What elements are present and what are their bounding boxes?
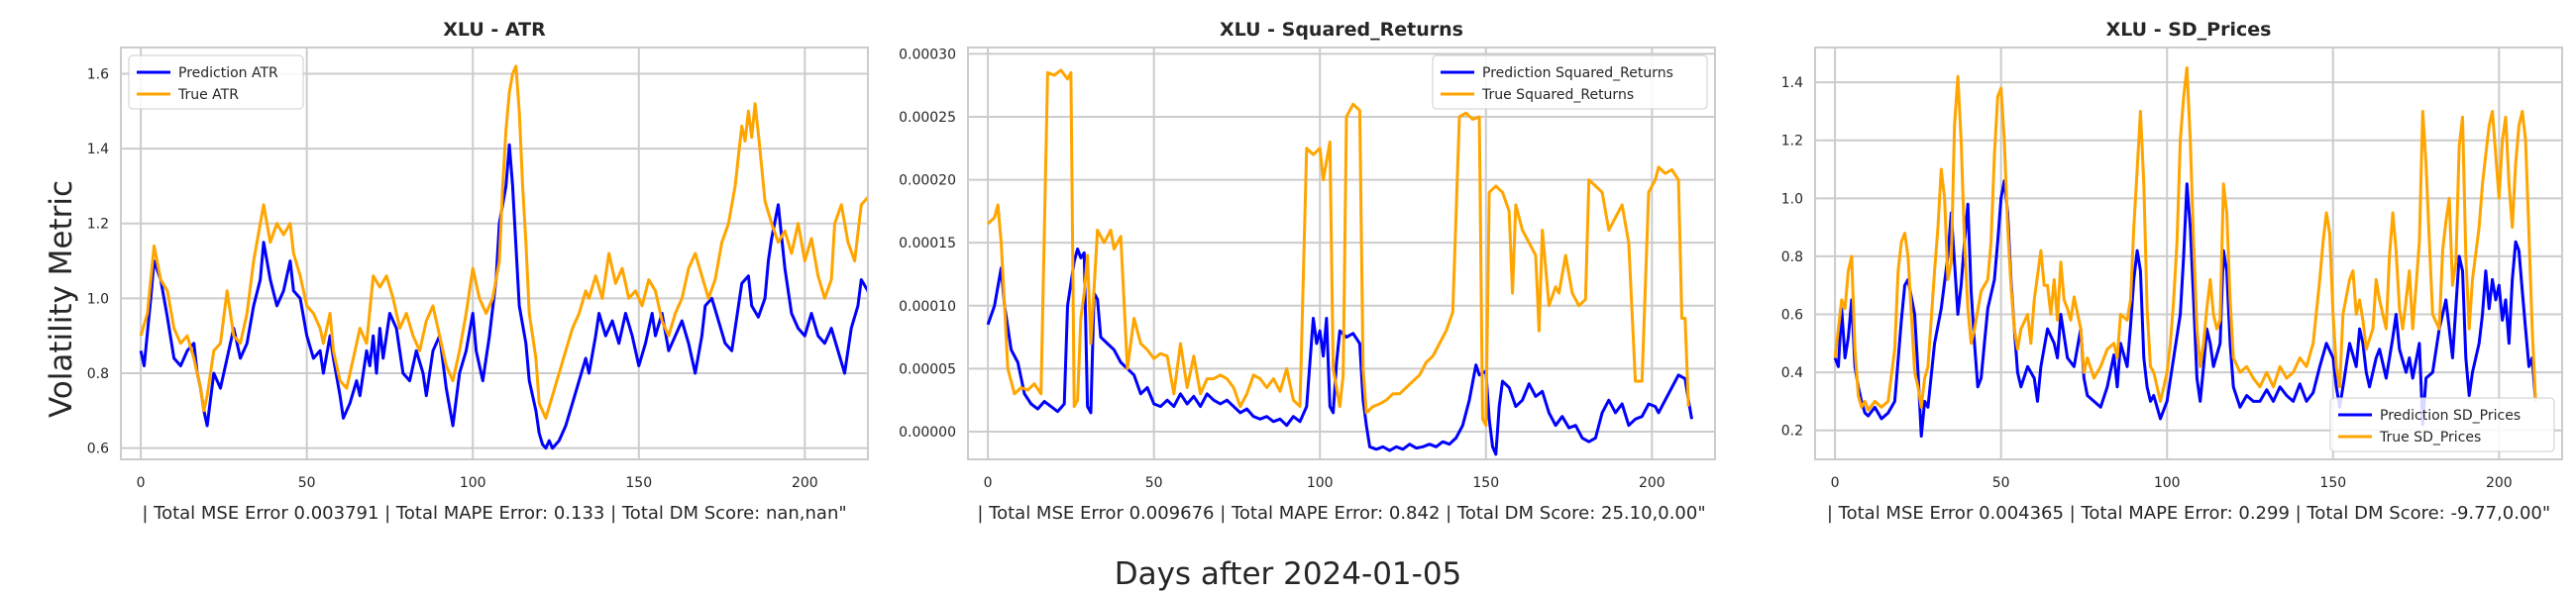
squared-returns-ytick-label: 0.00025 [899, 110, 956, 126]
atr-plot-area [121, 48, 868, 459]
atr-ytick-label: 1.6 [87, 66, 109, 82]
sd-prices-legend-box [2329, 397, 2555, 452]
figure-ylabel: Volatility Metric [44, 180, 79, 418]
atr-xtick-label: 150 [625, 475, 652, 491]
squared-returns-ytick-label: 0.00020 [899, 173, 956, 189]
squared-returns-xtick-label: 50 [1145, 475, 1163, 491]
atr-error-summary: | Total MSE Error 0.003791 | Total MAPE … [142, 503, 846, 524]
squared-returns-legend: Prediction Squared_Returns True Squared_R… [1432, 54, 1708, 110]
atr-ytick-label: 1.2 [87, 217, 109, 233]
sd-prices-series-group [1833, 66, 2537, 439]
atr-true-line [139, 64, 868, 420]
sd-prices-legend-label: Prediction SD_Prices [2380, 408, 2521, 424]
atr-xtick-label: 100 [460, 475, 486, 491]
squared-returns-frame [967, 47, 1716, 460]
atr-ytick-label: 0.6 [87, 442, 109, 457]
atr-ytick-label: 1.0 [87, 291, 109, 307]
sd-prices-frame [1814, 47, 2563, 460]
panel-atr: 0.6 0.8 1.0 1.2 1.4 1.6 0 50 100 150 200 XLU - ATR |… [87, 19, 869, 524]
squared-returns-xtick-label: 100 [1307, 475, 1334, 491]
atr-xtick-label: 0 [137, 475, 146, 491]
atr-xtick-label: 50 [298, 475, 316, 491]
panel-sd-prices: 0.2 0.4 0.6 0.8 1.0 1.2 1.4 0 50 100 150 200 XLU - S… [1781, 19, 2563, 524]
sd-prices-legend-label: True SD_Prices [2379, 430, 2481, 446]
squared-returns-ytick-label: 0.00015 [899, 236, 956, 251]
sd-prices-ytick-label: 1.2 [1781, 134, 1803, 149]
squared-returns-ytick-label: 0.00010 [899, 299, 956, 315]
sd-prices-ytick-label: 1.4 [1781, 75, 1803, 91]
squared-returns-xtick-label: 0 [984, 475, 993, 491]
atr-prediction-line [139, 143, 868, 450]
squared-returns-xtick-label: 200 [1639, 475, 1665, 491]
atr-xtick-label: 200 [792, 475, 818, 491]
sd-prices-error-summary: | Total MSE Error 0.004365 | Total MAPE … [1827, 503, 2550, 524]
panel-squared-returns: 0.00000 0.00005 0.00010 0.00015 0.00020 0.000… [899, 19, 1716, 524]
sd-prices-ytick-label: 0.2 [1781, 424, 1803, 440]
squared-returns-error-summary: | Total MSE Error 0.009676 | Total MAPE … [977, 503, 1705, 524]
squared-returns-true-line [987, 68, 1690, 428]
sd-prices-ytick-label: 1.0 [1781, 191, 1803, 207]
sd-prices-xtick-label: 50 [1992, 475, 2010, 491]
squared-returns-ytick-label: 0.00030 [899, 47, 956, 62]
atr-frame [120, 47, 869, 460]
sd-prices-ytick-label: 0.4 [1781, 365, 1803, 381]
squared-returns-legend-label: Prediction Squared_Returns [1482, 65, 1673, 81]
atr-ytick-label: 1.4 [87, 142, 109, 157]
squared-returns-series-group [986, 68, 1693, 456]
sd-prices-ytick-label: 0.6 [1781, 308, 1803, 324]
sd-prices-legend: Prediction SD_Prices True SD_Prices [2329, 397, 2555, 452]
sd-prices-true-line [1833, 66, 2537, 412]
squared-returns-legend-box [1432, 54, 1708, 110]
squared-returns-legend-label: True Squared_Returns [1481, 87, 1634, 103]
squared-returns-ytick-label: 0.00000 [899, 425, 956, 441]
figure-xlabel: Days after 2024-01-05 [1115, 556, 1462, 592]
squared-returns-ytick-label: 0.00005 [899, 361, 956, 377]
sd-prices-xtick-label: 0 [1831, 475, 1840, 491]
atr-legend-label: True ATR [177, 87, 239, 103]
squared-returns-xtick-label: 150 [1472, 475, 1499, 491]
atr-legend-label: Prediction ATR [178, 65, 278, 81]
atr-title: XLU - ATR [443, 19, 546, 41]
atr-ytick-label: 0.8 [87, 366, 109, 382]
atr-series-group [139, 64, 868, 450]
sd-prices-xtick-label: 100 [2154, 475, 2181, 491]
sd-prices-xtick-label: 150 [2319, 475, 2346, 491]
atr-legend-box [128, 54, 304, 110]
atr-legend: Prediction ATR True ATR [128, 54, 304, 110]
sd-prices-xtick-label: 200 [2486, 475, 2513, 491]
sd-prices-title: XLU - SD_Prices [2106, 19, 2272, 41]
squared-returns-title: XLU - Squared_Returns [1220, 19, 1463, 41]
sd-prices-ytick-label: 0.8 [1781, 249, 1803, 265]
